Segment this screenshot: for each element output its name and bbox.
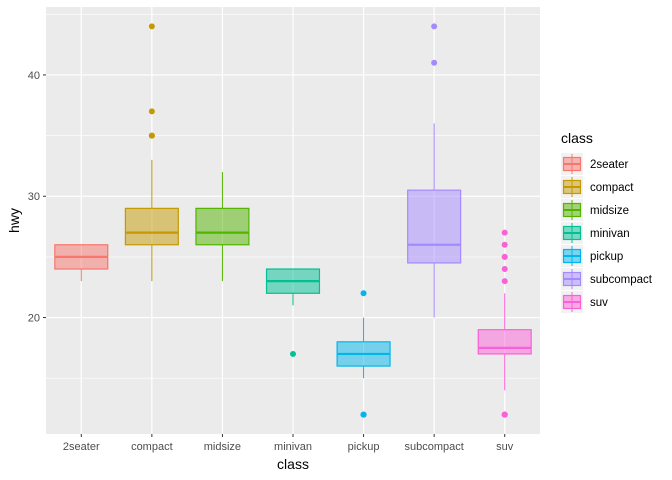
box-iqr xyxy=(407,189,462,264)
x-axis: 2seater compact midsize minivan pickup subcom… xyxy=(63,434,514,453)
x-tick-label: compact xyxy=(131,441,173,453)
x-tick-label: suv xyxy=(496,441,514,453)
outlier-point xyxy=(290,350,296,357)
box-subcompact xyxy=(407,23,462,318)
box-compact xyxy=(124,23,179,282)
box-iqr xyxy=(124,207,179,246)
x-tick-label: pickup xyxy=(348,441,380,453)
box-iqr xyxy=(477,329,532,355)
y-axis-title: hwy xyxy=(6,208,22,233)
x-axis-title: class xyxy=(277,456,309,472)
legend-item-pickup: pickup xyxy=(561,245,623,267)
box-iqr xyxy=(195,207,250,246)
outlier-point xyxy=(431,23,438,30)
outlier-point xyxy=(501,241,508,248)
legend-item-midsize: midsize xyxy=(561,199,629,221)
x-tick-label: 2seater xyxy=(63,441,100,453)
outlier-point xyxy=(148,132,155,139)
legend-label: compact xyxy=(590,182,634,194)
box-2seater xyxy=(54,244,109,282)
legend-item-2seater: 2seater xyxy=(561,153,629,175)
y-axis: 20 30 40 xyxy=(28,70,46,325)
legend-label: midsize xyxy=(590,205,629,217)
legend-item-subcompact: subcompact xyxy=(561,268,653,290)
legend-label: minivan xyxy=(590,228,630,240)
legend-title: class xyxy=(561,130,593,146)
legend: class 2seater compact midsize minivan pickup… xyxy=(561,130,653,313)
outlier-point xyxy=(148,23,155,30)
y-tick-label: 30 xyxy=(28,191,40,203)
legend-item-compact: compact xyxy=(561,176,634,198)
y-tick-label: 40 xyxy=(28,70,40,82)
outlier-point xyxy=(360,411,367,418)
outlier-point xyxy=(148,108,155,115)
boxes-layer xyxy=(54,23,532,418)
box-midsize xyxy=(195,171,250,282)
outlier-point xyxy=(501,411,508,418)
outlier-point xyxy=(501,229,508,236)
box-minivan xyxy=(265,268,321,357)
outlier-point xyxy=(431,59,438,66)
legend-label: suv xyxy=(590,297,608,309)
x-tick-label: minivan xyxy=(274,441,312,453)
outlier-point xyxy=(360,290,367,297)
legend-item-suv: suv xyxy=(561,291,608,313)
y-tick-label: 20 xyxy=(28,313,40,325)
box-suv xyxy=(477,229,532,418)
x-tick-label: midsize xyxy=(204,441,241,453)
outlier-point xyxy=(501,253,508,260)
legend-label: pickup xyxy=(590,251,623,263)
x-tick-label: subcompact xyxy=(404,441,463,453)
outlier-point xyxy=(501,266,508,273)
legend-label: 2seater xyxy=(590,159,629,171)
box-pickup xyxy=(336,290,391,418)
outlier-point xyxy=(501,278,508,285)
legend-label: subcompact xyxy=(590,274,653,286)
legend-item-minivan: minivan xyxy=(561,222,630,244)
